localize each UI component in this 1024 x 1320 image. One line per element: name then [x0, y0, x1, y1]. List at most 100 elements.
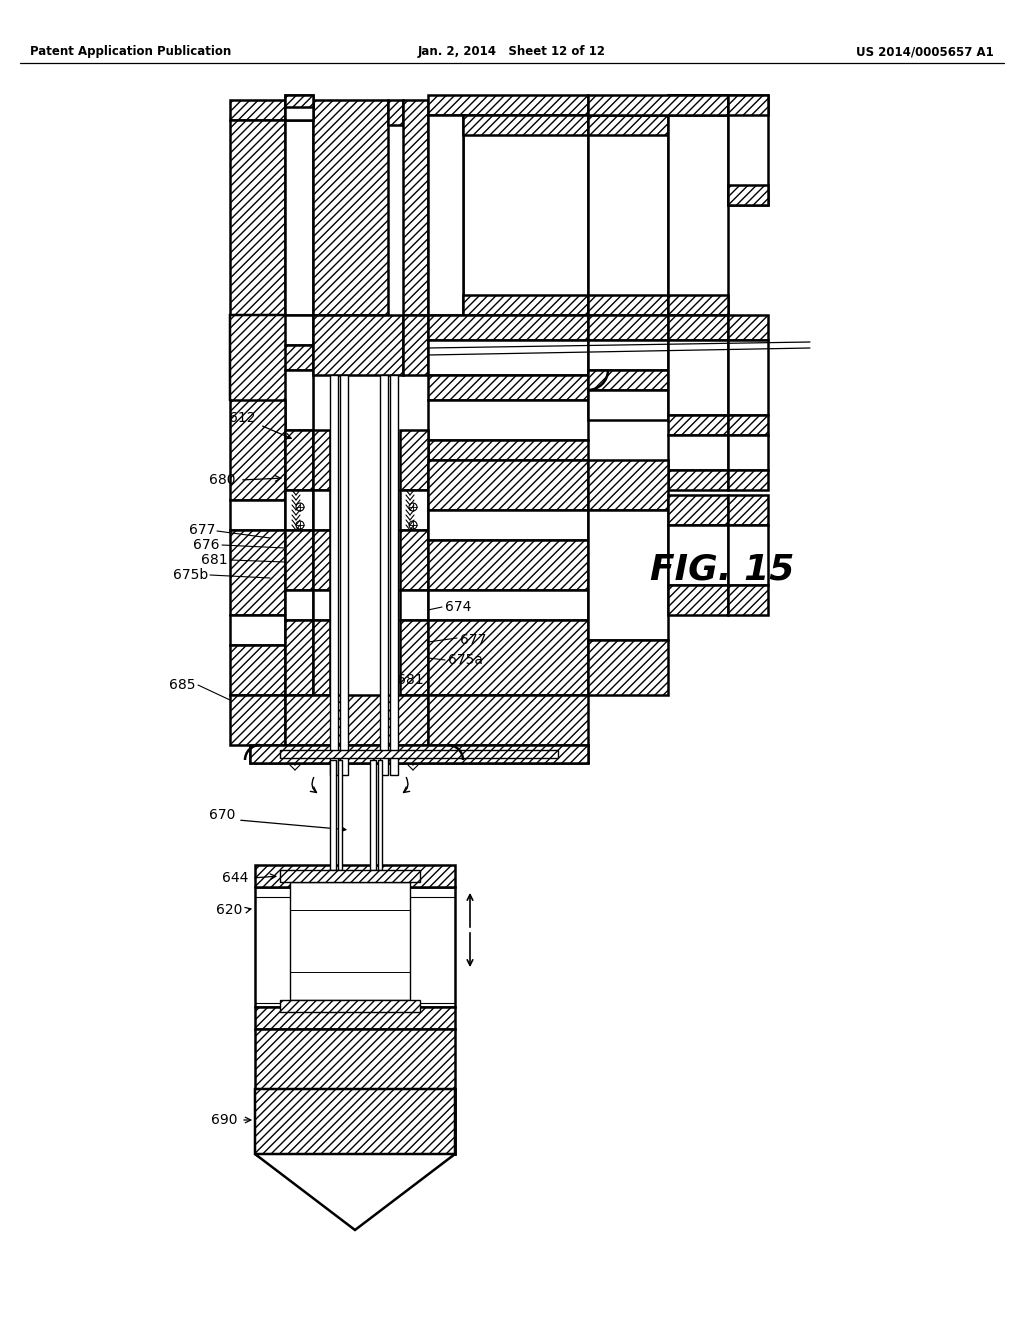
Bar [230, 615, 285, 645]
Bar [728, 95, 768, 115]
Bar [463, 115, 588, 315]
Bar [378, 760, 382, 870]
Bar [285, 95, 313, 120]
Bar [428, 620, 588, 696]
Text: Patent Application Publication: Patent Application Publication [30, 45, 231, 58]
Bar [313, 315, 403, 375]
Bar [428, 115, 463, 315]
Text: 681: 681 [202, 553, 228, 568]
Bar [728, 470, 768, 490]
Bar [330, 760, 336, 870]
Bar [428, 375, 588, 400]
Bar [668, 495, 728, 525]
Bar [668, 294, 728, 315]
Text: 675a: 675a [449, 653, 483, 667]
Bar [313, 100, 388, 315]
Text: 644: 644 [221, 871, 248, 884]
Polygon shape [255, 1089, 455, 1220]
Text: FIG. 15: FIG. 15 [650, 553, 795, 587]
Bar [255, 865, 455, 887]
Bar [285, 370, 313, 430]
Bar [668, 341, 728, 414]
Bar [668, 436, 728, 470]
Bar [285, 430, 313, 490]
Text: 675b: 675b [173, 568, 208, 582]
Bar [668, 95, 728, 315]
Bar [588, 370, 668, 389]
Polygon shape [230, 315, 313, 430]
Bar [230, 696, 285, 744]
Bar [230, 645, 285, 696]
Text: 680: 680 [209, 473, 234, 487]
Bar [400, 590, 428, 620]
Bar [380, 375, 388, 775]
Text: Jan. 2, 2014   Sheet 12 of 12: Jan. 2, 2014 Sheet 12 of 12 [418, 45, 606, 58]
Polygon shape [255, 1154, 455, 1230]
Bar [588, 294, 668, 315]
Bar [668, 315, 728, 341]
Bar [338, 760, 342, 870]
Bar [250, 744, 588, 763]
Text: 674: 674 [445, 601, 471, 614]
Bar [388, 100, 403, 125]
Bar [728, 315, 768, 341]
Bar [285, 696, 428, 744]
Bar [400, 531, 428, 590]
Text: 670: 670 [209, 808, 234, 822]
Text: 681: 681 [397, 673, 424, 686]
Text: 620: 620 [216, 903, 242, 917]
Bar [728, 436, 768, 470]
Text: 685: 685 [169, 678, 195, 692]
Bar [403, 315, 428, 375]
Bar [588, 459, 668, 510]
Bar [588, 115, 668, 135]
Bar [313, 590, 330, 620]
Bar [230, 400, 285, 500]
Bar [668, 585, 728, 615]
Text: 677: 677 [188, 523, 215, 537]
Bar [588, 315, 668, 341]
Bar [428, 315, 588, 341]
Bar [285, 490, 313, 531]
Bar [313, 430, 330, 490]
Bar [285, 531, 313, 590]
Bar [588, 95, 728, 115]
Bar [285, 590, 313, 620]
Bar [463, 294, 588, 315]
Bar [428, 510, 588, 540]
Bar [588, 341, 668, 370]
Bar [428, 341, 588, 375]
Text: 690: 690 [211, 1113, 237, 1127]
Bar [280, 1001, 420, 1012]
Bar [275, 1089, 455, 1154]
Bar [403, 100, 428, 315]
Bar [728, 585, 768, 615]
Bar [280, 870, 420, 882]
Bar [230, 100, 285, 120]
Bar [280, 750, 558, 758]
Bar [428, 440, 588, 459]
Bar [285, 620, 313, 696]
Bar [285, 120, 313, 315]
Bar [275, 1089, 455, 1154]
Bar [728, 414, 768, 436]
Bar [428, 400, 588, 440]
Bar [313, 490, 330, 531]
Bar [255, 1030, 455, 1089]
Bar [728, 341, 768, 414]
Bar [313, 620, 330, 696]
Text: 612: 612 [228, 411, 255, 425]
Bar [290, 882, 410, 1001]
Bar [588, 115, 668, 315]
Bar [728, 525, 768, 585]
Bar [230, 500, 285, 531]
Bar [728, 95, 768, 205]
Bar [588, 389, 668, 420]
Bar [668, 95, 728, 115]
Bar [668, 470, 728, 490]
Bar [668, 414, 728, 436]
Bar [588, 640, 668, 696]
Text: 676: 676 [194, 539, 220, 552]
Bar [428, 459, 588, 510]
Bar [285, 95, 313, 107]
